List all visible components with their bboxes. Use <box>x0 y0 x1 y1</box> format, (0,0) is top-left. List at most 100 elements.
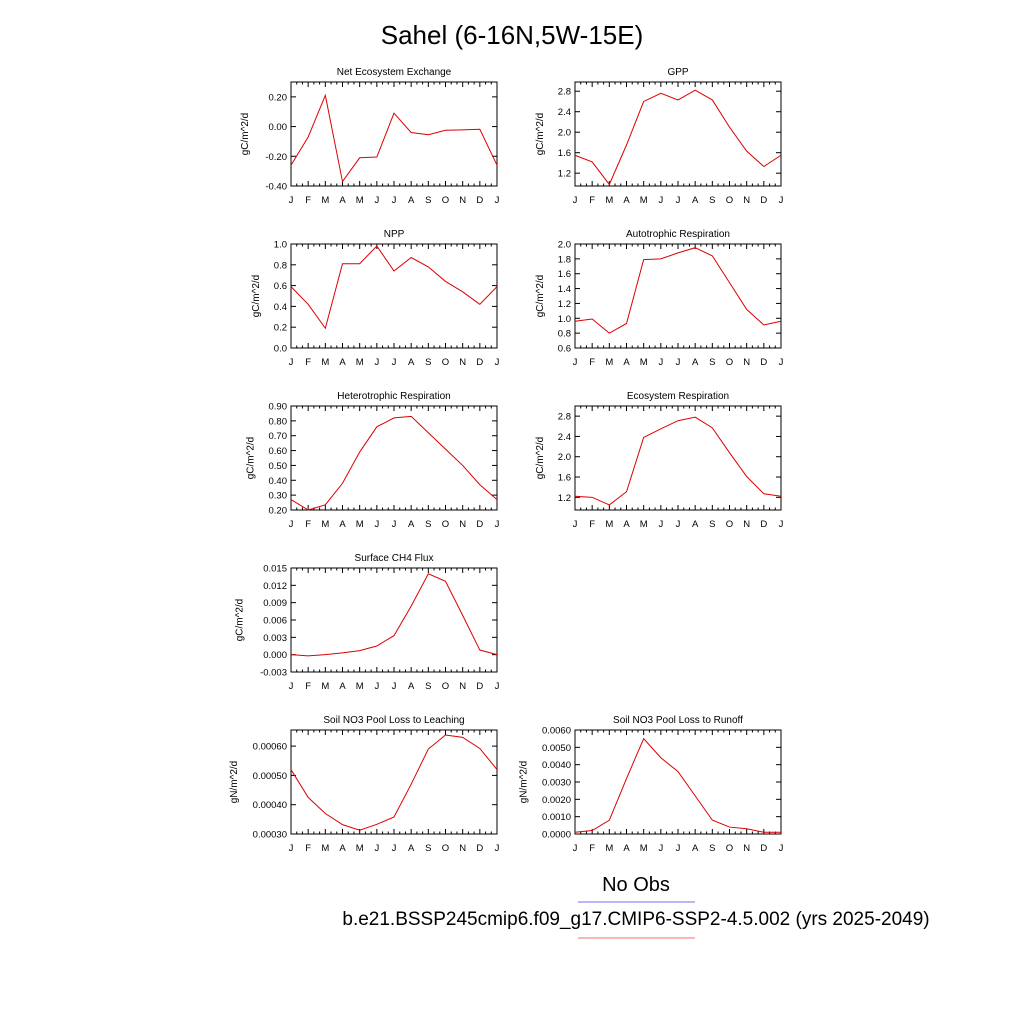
y-tick-label: 1.0 <box>558 314 571 325</box>
x-tick-label: O <box>726 519 733 530</box>
x-tick-label: A <box>623 843 630 854</box>
x-tick-label: M <box>605 843 613 854</box>
panel-title: NPP <box>384 229 405 240</box>
y-tick-label: 0.50 <box>269 461 288 472</box>
x-tick-label: S <box>425 843 431 854</box>
x-tick-label: N <box>459 357 466 368</box>
x-tick-label: M <box>605 519 613 530</box>
x-tick-label: J <box>495 519 500 530</box>
x-tick-label: M <box>321 681 329 692</box>
x-tick-label: D <box>760 843 767 854</box>
y-axis-label: gC/m^2/d <box>235 599 246 642</box>
legend-label-model: b.e21.BSSP245cmip6.f09_g17.CMIP6-SSP2-4.… <box>342 909 929 930</box>
y-tick-label: 0.40 <box>269 476 288 487</box>
x-tick-label: O <box>726 195 733 206</box>
x-tick-label: J <box>573 195 578 206</box>
x-tick-label: M <box>356 843 364 854</box>
x-tick-label: M <box>605 195 613 206</box>
x-tick-label: S <box>425 195 431 206</box>
x-tick-label: M <box>321 357 329 368</box>
y-tick-label: 0.60 <box>269 446 288 457</box>
x-tick-label: O <box>726 357 733 368</box>
x-tick-label: J <box>779 843 784 854</box>
y-tick-label: 2.0 <box>558 128 571 139</box>
y-tick-label: 1.6 <box>558 148 571 159</box>
y-tick-label: 2.8 <box>558 87 571 98</box>
y-tick-label: 1.6 <box>558 269 571 280</box>
y-tick-label: 1.0 <box>274 240 287 251</box>
x-tick-label: N <box>743 357 750 368</box>
panel-title: Net Ecosystem Exchange <box>337 67 452 78</box>
y-tick-label: 0.70 <box>269 431 288 442</box>
y-tick-label: 2.4 <box>558 432 571 443</box>
x-tick-label: M <box>356 519 364 530</box>
y-tick-label: 0.6 <box>274 281 287 292</box>
x-tick-label: J <box>658 195 663 206</box>
x-tick-label: D <box>476 519 483 530</box>
y-tick-label: 0.0 <box>274 344 287 355</box>
x-tick-label: J <box>573 357 578 368</box>
plot-frame <box>290 567 498 673</box>
x-tick-label: J <box>374 195 379 206</box>
x-tick-label: S <box>709 843 715 854</box>
y-tick-label: 0.003 <box>263 633 287 644</box>
legend: No Obs b.e21.BSSP245cmip6.f09_g17.CMIP6-… <box>342 874 930 939</box>
x-tick-label: A <box>339 519 346 530</box>
x-tick-label: F <box>589 195 595 206</box>
x-tick-label: M <box>321 843 329 854</box>
x-tick-label: J <box>779 519 784 530</box>
x-tick-label: A <box>339 195 346 206</box>
x-tick-label: O <box>726 843 733 854</box>
y-tick-label: 0.00050 <box>253 771 287 782</box>
series-line <box>290 93 498 183</box>
panel-title: Autotrophic Respiration <box>626 229 730 240</box>
y-tick-label: 0.80 <box>269 416 288 427</box>
series-line <box>574 247 782 334</box>
x-tick-label: J <box>289 195 294 206</box>
series-line <box>290 245 498 330</box>
y-tick-label: 0.0050 <box>542 743 571 754</box>
plot-frame <box>574 243 782 349</box>
x-tick-label: A <box>408 357 415 368</box>
x-tick-label: S <box>709 195 715 206</box>
x-tick-label: J <box>658 357 663 368</box>
x-tick-label: J <box>495 681 500 692</box>
y-tick-label: 0.0000 <box>542 830 571 841</box>
y-tick-label: 0.0010 <box>542 812 571 823</box>
x-tick-label: N <box>459 681 466 692</box>
x-tick-label: N <box>459 195 466 206</box>
plot-frame <box>290 729 498 835</box>
y-tick-label: 1.2 <box>558 169 571 180</box>
y-tick-label: 1.6 <box>558 473 571 484</box>
x-tick-label: J <box>573 519 578 530</box>
x-tick-label: F <box>589 519 595 530</box>
figure-title: Sahel (6-16N,5W-15E) <box>381 20 644 50</box>
x-tick-label: D <box>476 357 483 368</box>
x-tick-label: M <box>640 357 648 368</box>
x-tick-label: J <box>289 357 294 368</box>
x-tick-label: S <box>425 357 431 368</box>
y-axis-label: gC/m^2/d <box>535 113 546 156</box>
y-tick-label: 0.4 <box>274 302 287 313</box>
x-tick-label: J <box>374 357 379 368</box>
y-tick-label: 0.015 <box>263 564 287 575</box>
y-tick-label: 0.90 <box>269 402 288 413</box>
x-tick-label: O <box>442 357 449 368</box>
x-tick-label: N <box>459 519 466 530</box>
x-tick-label: D <box>476 195 483 206</box>
x-tick-label: J <box>392 357 397 368</box>
x-tick-label: A <box>692 519 699 530</box>
x-tick-label: A <box>339 681 346 692</box>
y-tick-label: 0.012 <box>263 581 287 592</box>
x-tick-label: M <box>356 357 364 368</box>
plot-frame <box>574 405 782 511</box>
x-tick-label: J <box>289 843 294 854</box>
panel-title: Heterotrophic Respiration <box>337 391 450 402</box>
panel-title: Ecosystem Respiration <box>627 391 729 402</box>
